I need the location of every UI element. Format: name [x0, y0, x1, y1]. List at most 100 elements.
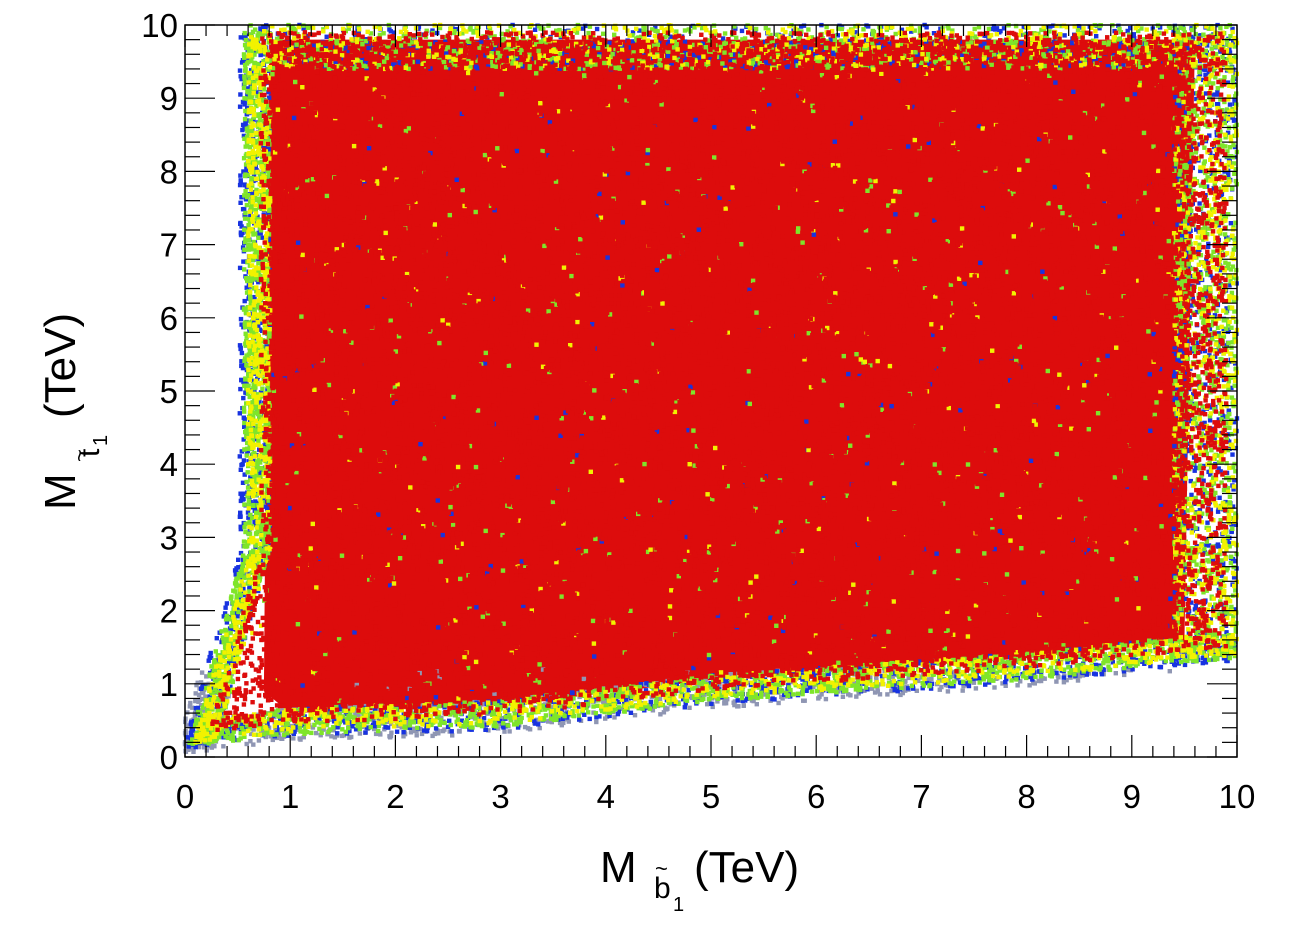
scatter-point [712, 155, 716, 159]
scatter-point [223, 606, 227, 610]
scatter-point [595, 704, 599, 708]
scatter-point [693, 118, 697, 122]
scatter-point [939, 685, 943, 689]
scatter-point [242, 425, 246, 429]
scatter-point [804, 419, 808, 423]
scatter-point [401, 734, 405, 738]
scatter-point [251, 503, 255, 507]
scatter-point [998, 529, 1002, 533]
scatter-point [633, 713, 637, 717]
scatter-point [974, 686, 978, 690]
scatter-point [1071, 90, 1075, 94]
scatter-point [594, 720, 598, 724]
scatter-point [924, 25, 928, 29]
scatter-point [364, 39, 368, 43]
scatter-point [667, 254, 671, 258]
scatter-point [292, 116, 296, 120]
scatter-point [742, 704, 746, 708]
scatter-point [219, 629, 223, 633]
scatter-point [501, 721, 505, 725]
scatter-point [893, 687, 897, 691]
scatter-point [1205, 521, 1209, 525]
scatter-point [325, 35, 329, 39]
scatter-point [621, 220, 625, 224]
scatter-point [739, 242, 743, 246]
scatter-point [350, 724, 354, 728]
scatter-point [570, 690, 574, 694]
scatter-point [1092, 672, 1096, 676]
scatter-point [654, 700, 658, 704]
scatter-point [1115, 597, 1119, 601]
scatter-point [455, 178, 459, 182]
scatter-point [238, 454, 242, 458]
scatter-point [188, 701, 192, 705]
scatter-point [1201, 320, 1205, 324]
scatter-point [803, 45, 807, 49]
scatter-point [215, 636, 219, 640]
scatter-point [225, 601, 229, 605]
scatter-point [1005, 572, 1009, 576]
scatter-point [1019, 41, 1023, 45]
scatter-point [1015, 683, 1019, 687]
scatter-point [367, 146, 371, 150]
scatter-point [418, 442, 422, 446]
scatter-point [502, 729, 506, 733]
scatter-point [1039, 679, 1043, 683]
scatter-point [1054, 671, 1058, 675]
scatter-point [358, 731, 362, 735]
scatter-point [436, 731, 440, 735]
scatter-point [1118, 214, 1122, 218]
scatter-point [1233, 384, 1237, 388]
scatter-point [401, 730, 405, 734]
scatter-point [241, 497, 245, 501]
scatter-point [736, 698, 740, 702]
scatter-point [1172, 374, 1176, 378]
scatter-point [352, 630, 356, 634]
scatter-point [803, 699, 807, 703]
scatter-point [978, 261, 982, 265]
scatter-point [534, 416, 538, 420]
scatter-point [1173, 663, 1177, 667]
scatter-point [1096, 411, 1100, 415]
scatter-point [248, 739, 252, 743]
scatter-point [1215, 102, 1219, 106]
scatter-point [1114, 671, 1118, 675]
scatter-point [592, 654, 596, 658]
scatter-point [238, 492, 242, 496]
scatter-point [507, 729, 511, 733]
scatter-point [238, 105, 242, 109]
scatter-point [257, 738, 261, 742]
scatter-point [697, 228, 701, 232]
scatter-point [567, 719, 571, 723]
scatter-point [1227, 412, 1231, 416]
scatter-point [1208, 418, 1212, 422]
scatter-point [1223, 232, 1227, 236]
scatter-point [1146, 329, 1150, 333]
scatter-point [193, 699, 197, 703]
scatter-point [246, 470, 250, 474]
scatter-point [200, 670, 204, 674]
scatter-point [824, 697, 828, 701]
scatter-point [776, 701, 780, 705]
scatter-point [629, 711, 633, 715]
scatter-point [383, 725, 387, 729]
scatter-point [616, 712, 620, 716]
scatter-point [291, 736, 295, 740]
scatter-point [1100, 672, 1104, 676]
scatter-point [1158, 665, 1162, 669]
scatter-point [1211, 81, 1215, 85]
scatter-point [709, 702, 713, 706]
scatter-point [848, 693, 852, 697]
scatter-point [240, 351, 244, 355]
scatter-point [658, 712, 662, 716]
scatter-point [447, 719, 451, 723]
scatter-point [734, 36, 738, 40]
scatter-point [243, 101, 247, 105]
scatter-point [898, 190, 902, 194]
scatter-point [501, 725, 505, 729]
scatter-point [1230, 452, 1234, 456]
scatter-point [296, 241, 300, 245]
scatter-point [450, 733, 454, 737]
scatter-point [238, 201, 242, 205]
scatter-point [241, 207, 245, 211]
